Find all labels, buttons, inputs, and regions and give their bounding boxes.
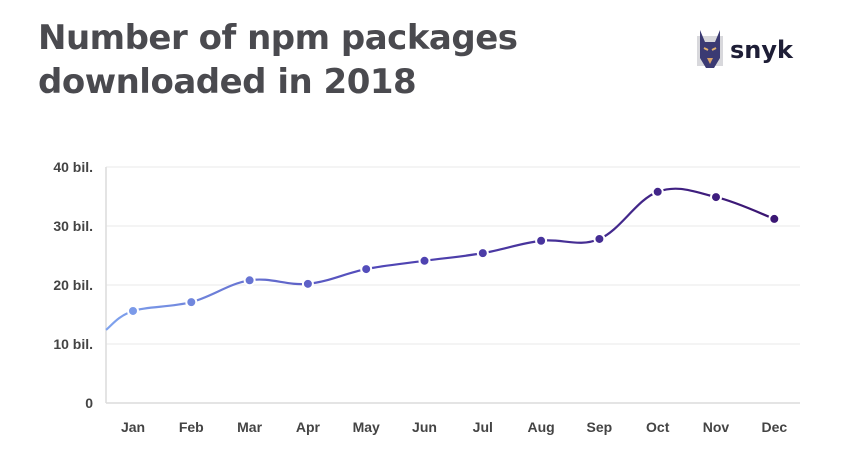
y-tick-label: 20 bil. — [53, 277, 93, 293]
data-point-mar[interactable] — [243, 274, 256, 287]
data-point-sep[interactable] — [593, 232, 606, 245]
data-point-nov[interactable] — [710, 191, 722, 204]
title-line-1: Number of npm packages — [38, 18, 518, 58]
x-tick-label: Jan — [121, 419, 145, 435]
x-tick-label: May — [353, 419, 380, 435]
chart-title: Number of npm packages downloaded in 201… — [38, 16, 518, 104]
x-tick-label: Mar — [237, 419, 262, 435]
data-point-feb[interactable] — [185, 296, 198, 309]
data-point-jan[interactable] — [127, 304, 139, 317]
x-tick-label: Aug — [527, 419, 554, 435]
x-tick-label: Sep — [587, 419, 613, 435]
snyk-logo: snyk — [696, 28, 793, 72]
x-tick-label: Oct — [646, 419, 670, 435]
doberman-logo-icon — [697, 30, 723, 68]
y-tick-label: 0 — [85, 395, 93, 411]
x-tick-label: Jun — [412, 419, 437, 435]
data-point-apr[interactable] — [301, 277, 314, 290]
x-tick-label: Dec — [761, 419, 787, 435]
data-point-dec[interactable] — [768, 212, 781, 225]
data-point-oct[interactable] — [651, 185, 664, 198]
title-line-2: downloaded in 2018 — [38, 62, 417, 102]
x-tick-label: Feb — [179, 419, 204, 435]
x-tick-label: Jul — [473, 419, 493, 435]
series-line — [105, 187, 775, 331]
logo-text: snyk — [730, 36, 793, 64]
data-point-may[interactable] — [360, 263, 373, 276]
y-tick-label: 40 bil. — [53, 159, 93, 175]
data-point-jun[interactable] — [418, 254, 431, 267]
data-point-aug[interactable] — [535, 234, 548, 247]
y-tick-label: 10 bil. — [53, 336, 93, 352]
data-point-jul[interactable] — [476, 247, 489, 260]
y-tick-label: 30 bil. — [53, 218, 93, 234]
x-tick-label: Nov — [703, 419, 730, 435]
x-tick-label: Apr — [296, 419, 321, 435]
